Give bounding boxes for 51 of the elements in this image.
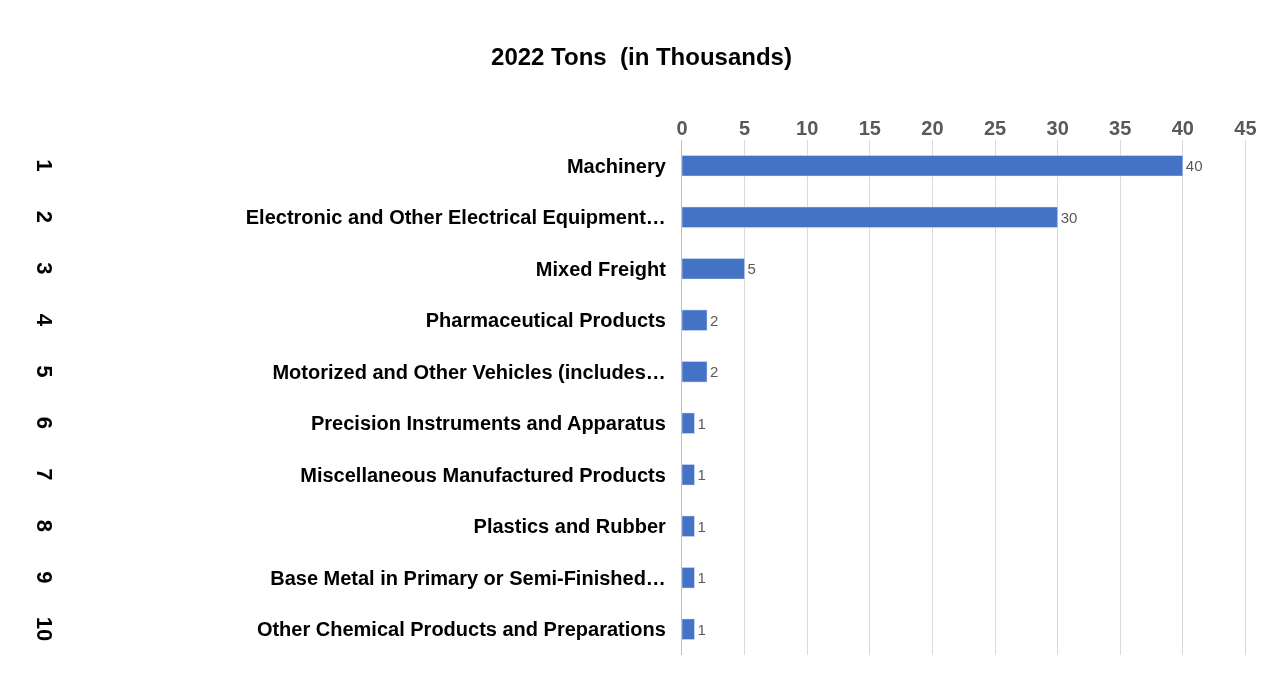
- x-tick-label: 10: [796, 117, 819, 139]
- x-tick-label: 35: [1109, 117, 1132, 139]
- data-label: 5: [747, 260, 756, 278]
- data-label: 2: [710, 311, 719, 329]
- x-tick-label: 15: [858, 117, 881, 139]
- data-label: 2: [710, 363, 719, 381]
- bar: [682, 361, 708, 383]
- bar: [682, 464, 695, 486]
- data-label: 1: [697, 517, 706, 535]
- bar: [682, 309, 708, 331]
- data-label: 40: [1185, 157, 1203, 175]
- y2-tick-label: 8: [31, 519, 57, 533]
- bar: [682, 258, 745, 280]
- y2-tick-label: 3: [32, 262, 58, 275]
- chart-title: 2022 Tons (in Thousands): [491, 42, 792, 70]
- y2-tick-label: 7: [32, 468, 58, 481]
- x-tick-label: 30: [1046, 117, 1069, 139]
- y2-tick-label: 2: [31, 210, 57, 224]
- y2-tick-label: 6: [31, 416, 57, 430]
- data-label: 1: [697, 466, 706, 484]
- y-tick-label: Mixed Freight: [535, 257, 667, 280]
- bar: [682, 206, 1058, 228]
- y2-tick-label: 5: [32, 365, 58, 378]
- bar: [682, 155, 1184, 177]
- y-tick-label: Other Chemical Products and Preparations: [256, 618, 666, 641]
- y-tick-label: Miscellaneous Manufactured Products: [300, 463, 666, 486]
- y2-tick-label: 10: [31, 616, 57, 642]
- data-label: 30: [1060, 208, 1078, 226]
- x-tick-label: 45: [1234, 117, 1257, 139]
- bar: [682, 515, 695, 537]
- data-label: 1: [697, 569, 706, 587]
- y2-tick-label: 4: [31, 313, 57, 327]
- y-tick-label: Plastics and Rubber: [473, 515, 667, 538]
- y-tick-label: Electronic and Other Electrical Equipment…: [245, 206, 666, 229]
- x-tick-label: 25: [983, 117, 1007, 139]
- y2-tick-label: 9: [32, 571, 58, 584]
- bar: [682, 618, 695, 640]
- y-tick-label: Base Metal in Primary or Semi-Finished…: [270, 566, 666, 589]
- y-tick-label: Pharmaceutical Products: [425, 309, 666, 332]
- data-label: 1: [697, 620, 706, 638]
- y-tick-label: Machinery: [566, 154, 667, 177]
- bar: [682, 412, 695, 434]
- x-tick-label: 40: [1171, 117, 1194, 139]
- x-tick-label: 20: [921, 117, 944, 139]
- x-tick-label: 5: [739, 117, 751, 139]
- y-tick-label: Motorized and Other Vehicles (includes…: [272, 360, 666, 383]
- y2-tick-label: 1: [32, 159, 58, 172]
- y-tick-label: Precision Instruments and Apparatus: [310, 412, 666, 435]
- x-tick-label: 0: [676, 117, 688, 139]
- bar: [682, 567, 695, 589]
- data-label: 1: [697, 414, 706, 432]
